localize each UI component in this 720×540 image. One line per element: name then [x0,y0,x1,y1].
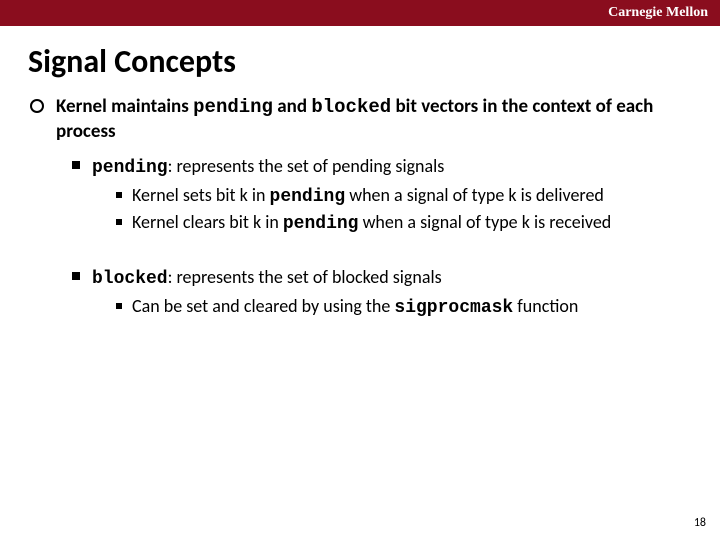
code-pending: pending [270,187,346,207]
bullet-main-text: Kernel maintains pending and blocked bit… [56,95,700,144]
text-fragment: function [513,295,578,317]
text-fragment: Kernel clears bit k in [132,211,283,233]
bullet-pending-sub1: Kernel sets bit k in pending when a sign… [116,183,700,209]
spacer [72,237,700,265]
circle-bullet-icon [30,99,44,113]
text-fragment: : represents the set of pending signals [168,155,445,177]
bullet-blocked-text: blocked: represents the set of blocked s… [92,265,442,291]
text-line: Kernel clears bit k in pending when a si… [132,210,611,236]
code-blocked: blocked [311,96,391,118]
bullet-pending: pending: represents the set of pending s… [72,154,700,180]
sub-list: pending: represents the set of pending s… [72,154,700,319]
bullet-blocked-sub1: Can be set and cleared by using the sigp… [116,294,700,320]
code-pending: pending [283,214,359,234]
code-blocked-lead: blocked [92,269,168,289]
square-bullet-icon [72,272,80,280]
code-pending: pending [193,96,273,118]
text-fragment: when a signal of type k is received [359,211,612,233]
text-fragment: Kernel sets bit k in [132,184,270,206]
text-fragment: : represents the set of blocked signals [168,266,442,288]
text-fragment: and [273,95,311,118]
bullet-blocked: blocked: represents the set of blocked s… [72,265,700,291]
pending-sub-list: Kernel sets bit k in pending when a sign… [116,183,700,237]
header-bar: Carnegie Mellon [0,0,720,26]
bullet-pending-sub2: Kernel clears bit k in pending when a si… [116,210,700,236]
square-bullet-icon [116,192,122,198]
text-fragment: when a signal of type k is delivered [345,184,604,206]
slide-content: Kernel maintains pending and blocked bit… [30,95,700,320]
text-fragment: Can be set and cleared by using the [132,295,394,317]
slide-title: Signal Concepts [28,42,720,81]
page-number: 18 [694,516,706,530]
bullet-main: Kernel maintains pending and blocked bit… [30,95,700,144]
text-line: Can be set and cleared by using the sigp… [132,294,578,320]
bullet-pending-text: pending: represents the set of pending s… [92,154,444,180]
text-fragment: Kernel maintains [56,95,193,118]
blocked-sub-list: Can be set and cleared by using the sigp… [116,294,700,320]
code-sigprocmask: sigprocmask [394,298,513,318]
square-bullet-icon [72,161,80,169]
square-bullet-icon [116,219,122,225]
text-line: Kernel sets bit k in pending when a sign… [132,183,604,209]
square-bullet-icon [116,303,122,309]
header-brand: Carnegie Mellon [608,5,708,21]
code-pending-lead: pending [92,158,168,178]
